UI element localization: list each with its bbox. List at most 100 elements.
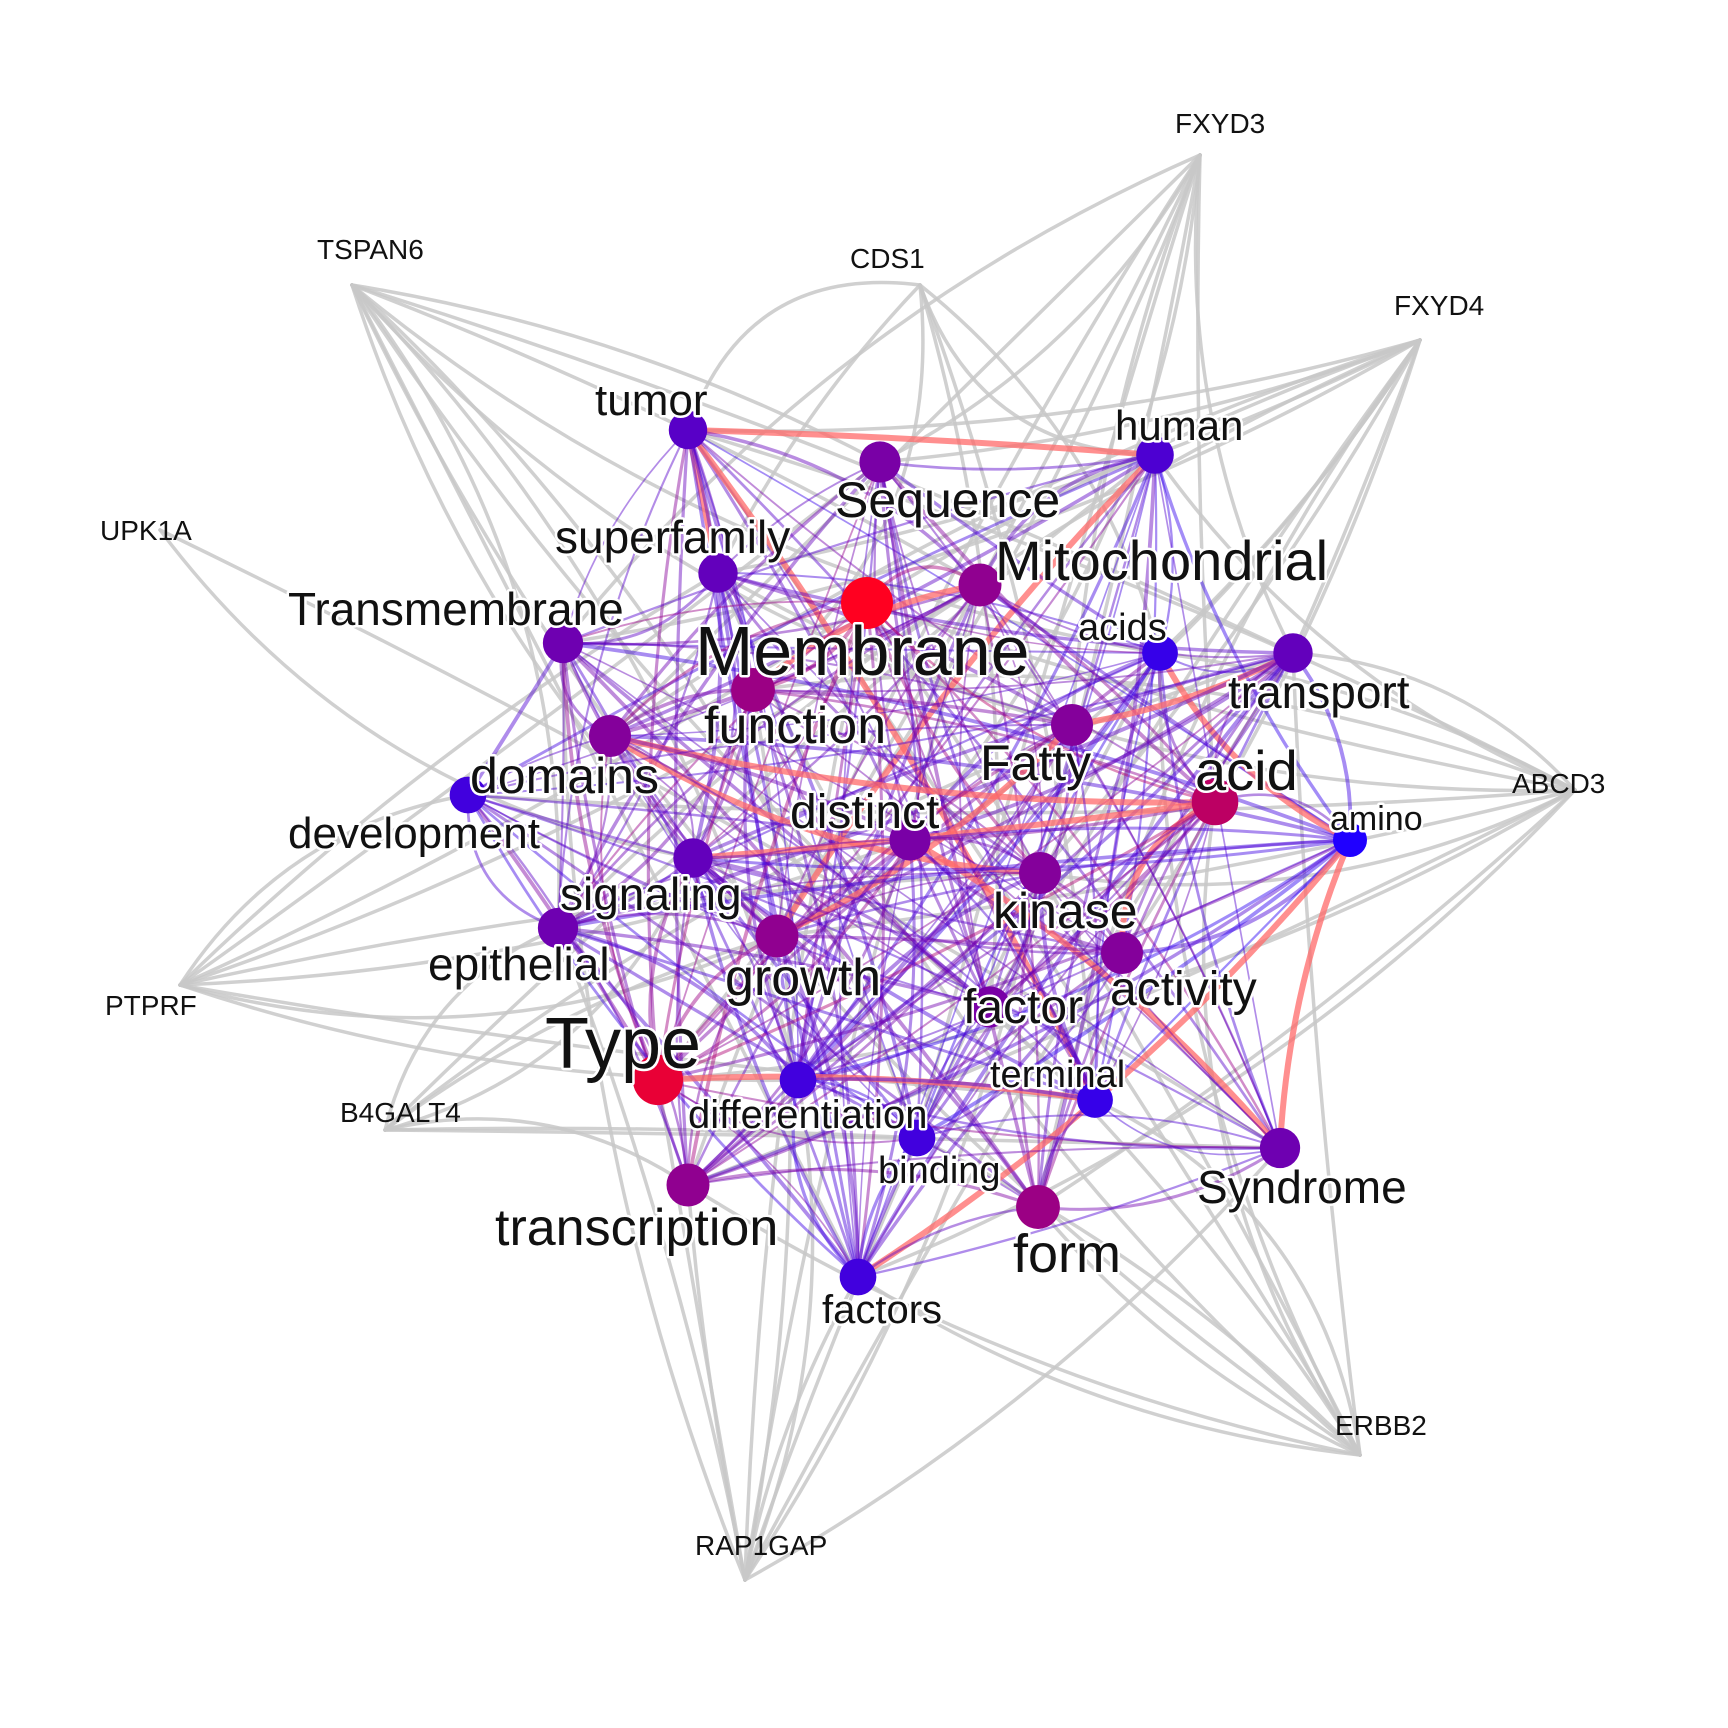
word-word-edge bbox=[556, 734, 612, 930]
word-word-edge bbox=[600, 735, 659, 1081]
word-word-edge bbox=[656, 800, 1217, 1082]
word-word-edge bbox=[466, 793, 690, 1187]
word-label-acids: acids bbox=[1078, 607, 1167, 649]
word-word-edge bbox=[609, 652, 1161, 737]
word-label-distinct: distinct bbox=[790, 786, 939, 839]
word-word-edge bbox=[866, 602, 1161, 654]
gene-word-edge bbox=[466, 788, 1577, 815]
word-word-edge bbox=[691, 571, 737, 860]
word-label-signaling: signaling bbox=[560, 868, 742, 920]
word-word-edge bbox=[774, 722, 1075, 939]
word-word-edge bbox=[466, 793, 919, 1140]
word-word-edge bbox=[1069, 650, 1296, 728]
gene-label-b4galt4: B4GALT4 bbox=[340, 1097, 461, 1128]
word-word-edge bbox=[909, 724, 1073, 841]
word-node-kinase bbox=[1018, 851, 1062, 895]
word-label-syndrome: Syndrome bbox=[1197, 1161, 1407, 1213]
word-word-edge bbox=[557, 839, 911, 929]
word-node-superfamily bbox=[698, 553, 738, 593]
word-word-edge bbox=[775, 651, 1295, 938]
word-label-tumor: tumor bbox=[595, 376, 707, 425]
word-label-sequence: Sequence bbox=[835, 472, 1060, 528]
word-word-edge bbox=[608, 583, 982, 738]
word-label-binding: binding bbox=[878, 1150, 1001, 1192]
gene-word-edge bbox=[350, 283, 919, 1140]
word-word-edge bbox=[1157, 650, 1353, 843]
gene-word-edge bbox=[743, 1275, 860, 1582]
word-node-binding bbox=[898, 1119, 936, 1157]
word-word-edge bbox=[556, 926, 919, 1140]
gene-word-edge bbox=[350, 283, 1295, 655]
word-word-edge bbox=[1036, 800, 1217, 1209]
word-word-edge bbox=[608, 460, 882, 738]
word-word-edge bbox=[686, 871, 1042, 1187]
word-word-edge bbox=[979, 584, 1294, 659]
word-word-edge bbox=[656, 453, 1157, 1082]
word-word-edge bbox=[1070, 723, 1100, 1102]
gene-word-edge bbox=[561, 641, 747, 1582]
word-word-edge bbox=[856, 838, 916, 1279]
word-word-edge bbox=[743, 688, 800, 1082]
gene-word-edge bbox=[383, 1128, 1282, 1150]
word-word-edge bbox=[556, 926, 860, 1279]
word-word-edge bbox=[608, 734, 1352, 842]
word-word-edge bbox=[908, 838, 992, 1009]
word-word-edge bbox=[1093, 453, 1158, 1102]
word-word-edge bbox=[856, 1205, 1040, 1279]
word-word-edge bbox=[796, 601, 869, 1082]
gene-word-edge bbox=[383, 1117, 690, 1187]
word-word-edge bbox=[751, 688, 992, 1009]
word-word-edge bbox=[796, 1078, 1282, 1150]
word-word-edge bbox=[1093, 651, 1295, 1102]
word-node-type bbox=[632, 1054, 684, 1106]
gene-word-edge bbox=[1291, 651, 1577, 792]
word-word-edge bbox=[691, 856, 1097, 1102]
word-word-edge bbox=[607, 733, 1218, 806]
word-word-edge bbox=[908, 826, 1352, 842]
word-word-edge bbox=[686, 651, 1295, 1187]
gene-word-edge bbox=[178, 793, 470, 987]
word-word-edge bbox=[856, 951, 1124, 1279]
word-word-edge bbox=[562, 642, 1123, 954]
gene-word-edge bbox=[1153, 453, 1577, 792]
word-edges bbox=[466, 427, 1353, 1280]
word-word-edge bbox=[716, 571, 800, 1082]
word-word-edge bbox=[1153, 453, 1174, 655]
gene-word-edge bbox=[743, 1146, 1282, 1582]
word-word-edge bbox=[915, 951, 1124, 1140]
gene-word-edge bbox=[178, 460, 882, 987]
word-word-edge bbox=[561, 641, 1074, 727]
word-word-edge bbox=[556, 926, 1097, 1102]
word-word-edge bbox=[675, 856, 695, 1187]
word-node-acids bbox=[1142, 635, 1178, 671]
word-word-edge bbox=[556, 460, 882, 930]
gene-word-edge bbox=[383, 926, 560, 1132]
word-word-edge bbox=[796, 838, 912, 1082]
word-node-amino bbox=[1333, 823, 1367, 857]
word-word-edge bbox=[686, 838, 1352, 1187]
word-word-edge bbox=[1118, 799, 1218, 956]
gene-word-edge bbox=[383, 856, 695, 1132]
word-word-edge bbox=[751, 688, 1124, 955]
word-word-edge bbox=[1291, 651, 1353, 842]
gene-word-edge bbox=[1291, 651, 1362, 1457]
word-word-edge bbox=[865, 601, 1042, 875]
gene-word-edge bbox=[775, 788, 1577, 938]
word-word-edge bbox=[608, 734, 912, 842]
word-word-edge bbox=[1094, 1099, 1281, 1156]
gene-word-edge bbox=[350, 283, 800, 1082]
word-word-edge bbox=[796, 838, 1352, 1082]
word-word-edge bbox=[656, 838, 912, 1082]
gene-word-edge bbox=[1196, 153, 1217, 804]
word-word-edge bbox=[556, 641, 565, 930]
gene-word-edge bbox=[383, 453, 1157, 1132]
gene-word-edge bbox=[743, 1078, 815, 1582]
word-word-edge bbox=[561, 583, 982, 646]
word-word-edge bbox=[796, 1077, 1097, 1102]
word-word-edge bbox=[691, 651, 1295, 860]
word-word-edge bbox=[797, 724, 1073, 1081]
gene-label-fxyd4: FXYD4 bbox=[1394, 290, 1484, 321]
word-word-edge bbox=[686, 951, 1124, 1187]
word-word-edge bbox=[878, 460, 1217, 804]
word-word-edge bbox=[686, 601, 869, 1187]
